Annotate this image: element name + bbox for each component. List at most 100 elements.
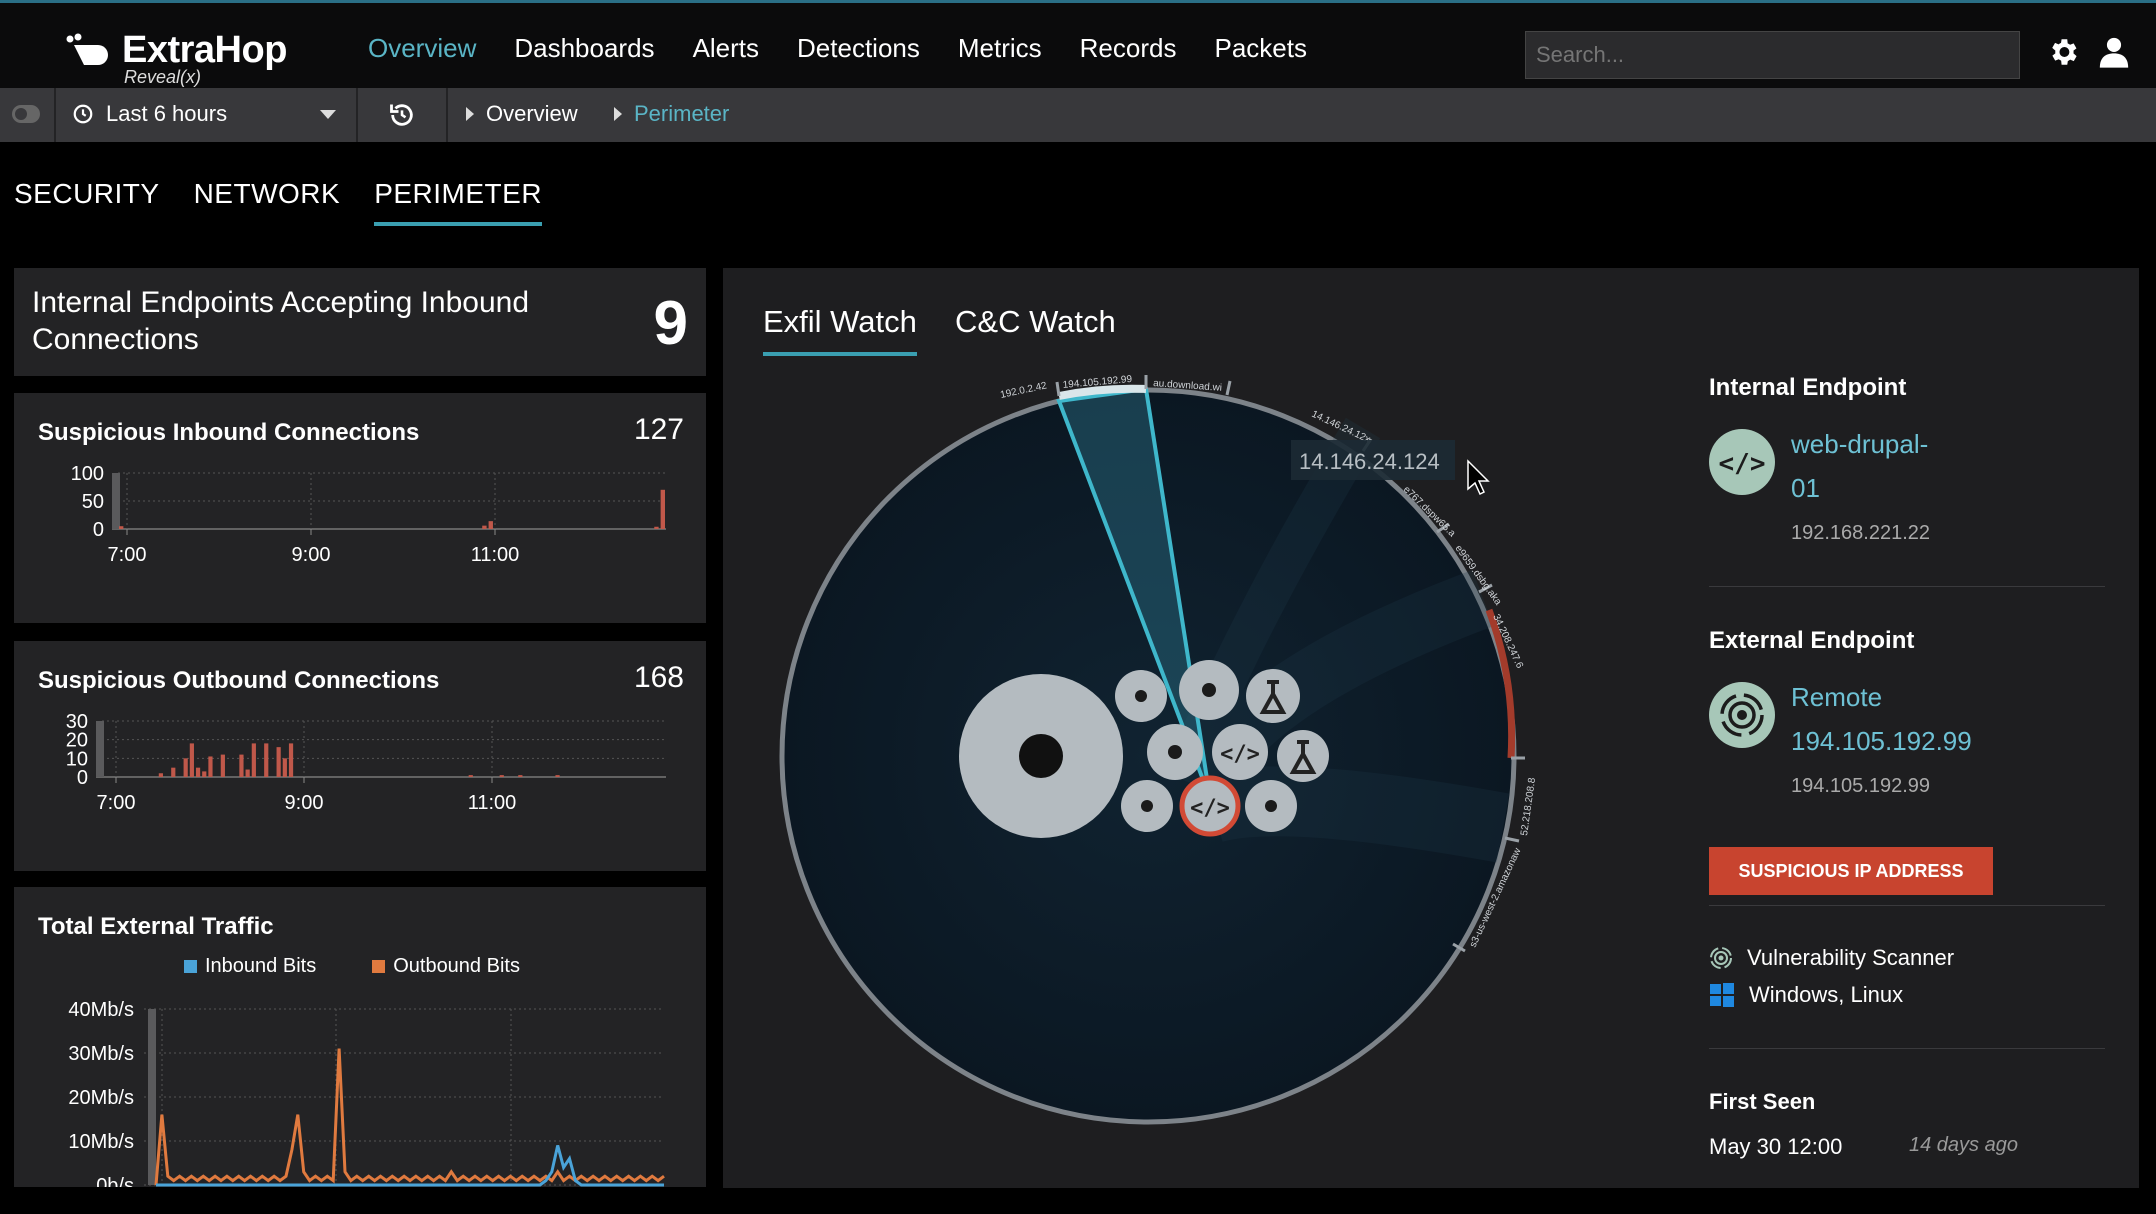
bar[interactable] — [488, 521, 493, 529]
bar[interactable] — [482, 525, 487, 529]
series-line[interactable] — [156, 1145, 664, 1187]
bar[interactable] — [518, 775, 523, 777]
y-tick-label: 30 — [66, 711, 88, 733]
nav-packets[interactable]: Packets — [1214, 33, 1307, 63]
y-tick-label: 0 — [77, 767, 88, 789]
nav-overview[interactable]: Overview — [368, 33, 477, 63]
gear-icon[interactable] — [2046, 35, 2080, 69]
chart-total: 127 — [633, 413, 684, 446]
y-tick-label: 20Mb/s — [68, 1087, 134, 1109]
clock-icon — [73, 104, 93, 124]
tab-cc-watch[interactable]: C&C Watch — [955, 304, 1116, 339]
chart-legend: Inbound Bits Outbound Bits — [184, 955, 520, 978]
external-traffic-panel: Total External Traffic Inbound Bits Outb… — [14, 887, 706, 1187]
x-tick-label: 9:00 — [285, 792, 324, 814]
bar[interactable] — [189, 743, 194, 777]
bar[interactable] — [276, 747, 281, 777]
exfil-ring-diagram[interactable]: 192.0.2.42 194.105.192.99 au.download.wi… — [723, 268, 1623, 1188]
sidebar-toggle[interactable] — [12, 105, 40, 123]
bar[interactable] — [183, 758, 188, 777]
bar[interactable] — [195, 767, 201, 777]
breadcrumb-label: Overview — [486, 101, 578, 126]
history-icon[interactable] — [388, 101, 416, 129]
selected-endpoint-node[interactable] — [1179, 775, 1241, 837]
nav-alerts[interactable]: Alerts — [692, 33, 760, 63]
brand-name: ExtraHop — [122, 29, 287, 71]
tab-perimeter[interactable]: PERIMETER — [374, 178, 543, 226]
y-tick-label: 10Mb/s — [68, 1131, 134, 1153]
device-role-row: Vulnerability Scanner — [1709, 945, 1954, 971]
remote-broadcast-icon — [1709, 682, 1775, 748]
bar[interactable] — [220, 754, 225, 777]
legend-label: Outbound Bits — [393, 955, 520, 977]
time-range-label: Last 6 hours — [106, 101, 228, 126]
bar[interactable] — [555, 775, 560, 777]
y-tick-label: 20 — [66, 730, 88, 752]
bar[interactable] — [264, 743, 269, 777]
search-input[interactable] — [1525, 31, 2020, 79]
time-breadcrumb-bar: Last 6 hours Overview Perimeter — [0, 88, 2156, 142]
bar[interactable] — [158, 773, 163, 777]
code-device-icon: </> — [1709, 429, 1775, 495]
breadcrumb-overview[interactable]: Overview — [466, 101, 578, 127]
legend-label: Inbound Bits — [205, 955, 317, 977]
breadcrumb-perimeter[interactable]: Perimeter — [614, 101, 729, 127]
y-tick-label: 40Mb/s — [68, 999, 134, 1021]
y-tick-label: 10 — [66, 748, 88, 770]
inbound-connections-panel: Suspicious Inbound Connections 127 100 50… — [14, 393, 706, 623]
selected-arc[interactable] — [1058, 384, 1147, 400]
extrahop-logo[interactable]: ExtraHop Reveal(x) — [64, 25, 294, 87]
internal-endpoint-heading: Internal Endpoint — [1709, 374, 1907, 401]
internal-endpoints-count: 9 — [653, 289, 688, 358]
bar[interactable] — [245, 769, 250, 777]
bar[interactable] — [654, 526, 659, 529]
bar[interactable] — [202, 771, 207, 777]
bar[interactable] — [288, 743, 294, 777]
inbound-bar-chart: 100 50 07:00 9:00 11:00 — [71, 463, 666, 566]
nav-detections[interactable]: Detections — [797, 33, 920, 63]
tab-network[interactable]: NETWORK — [193, 178, 341, 209]
code-node-icon[interactable] — [1212, 724, 1268, 780]
internal-endpoints-card[interactable]: Internal Endpoints Accepting Inbound Con… — [14, 268, 706, 376]
nav-records[interactable]: Records — [1079, 33, 1177, 63]
alert-arc — [1485, 608, 1516, 759]
chevron-down-icon[interactable] — [320, 110, 336, 119]
device-role: Vulnerability Scanner — [1747, 945, 1955, 970]
external-endpoint-link[interactable]: Remote 194.105.192.99 — [1791, 675, 1972, 763]
user-icon[interactable] — [2097, 35, 2131, 69]
tab-exfil-watch[interactable]: Exfil Watch — [763, 304, 917, 356]
nav-dashboards[interactable]: Dashboards — [514, 33, 655, 63]
y-tick-label: 0b/s — [96, 1175, 134, 1187]
bar[interactable] — [499, 775, 504, 777]
x-tick-label: 7:00 — [97, 792, 136, 814]
bar[interactable] — [251, 743, 256, 777]
divider — [446, 88, 448, 142]
bar[interactable] — [239, 754, 244, 777]
tab-security[interactable]: SECURITY — [14, 178, 160, 209]
axis-scrubber[interactable] — [148, 1009, 156, 1185]
dashboard-tabs: SECURITY NETWORK PERIMETER — [14, 178, 543, 226]
internal-endpoint-link[interactable]: web-drupal- 01 — [1791, 422, 1928, 510]
nav-metrics[interactable]: Metrics — [957, 33, 1042, 63]
bar[interactable] — [119, 526, 124, 529]
bar[interactable] — [208, 756, 213, 777]
axis-scrubber[interactable] — [112, 473, 120, 529]
bar[interactable] — [282, 758, 287, 777]
os-row: Windows, Linux — [1709, 982, 1903, 1008]
svg-text:</>: </> — [1190, 796, 1230, 821]
bar[interactable] — [171, 767, 176, 777]
svg-text:</>: </> — [1719, 449, 1766, 479]
time-range-selector[interactable]: Last 6 hours — [72, 101, 227, 127]
legend-swatch — [184, 960, 197, 973]
axis-scrubber[interactable] — [96, 721, 104, 777]
first-seen-heading: First Seen — [1709, 1089, 1816, 1114]
suspicious-ip-button[interactable]: SUSPICIOUS IP ADDRESS — [1709, 847, 1993, 895]
x-tick-label: 11:00 — [471, 544, 520, 566]
bar[interactable] — [660, 489, 665, 529]
highlighted-flow-wedge[interactable] — [1056, 386, 1212, 799]
external-endpoint-name: Remote — [1791, 682, 1883, 712]
bar[interactable] — [468, 775, 473, 777]
series-line[interactable] — [154, 1048, 665, 1186]
hover-tooltip-label: 14.146.24.124 — [1299, 449, 1440, 474]
